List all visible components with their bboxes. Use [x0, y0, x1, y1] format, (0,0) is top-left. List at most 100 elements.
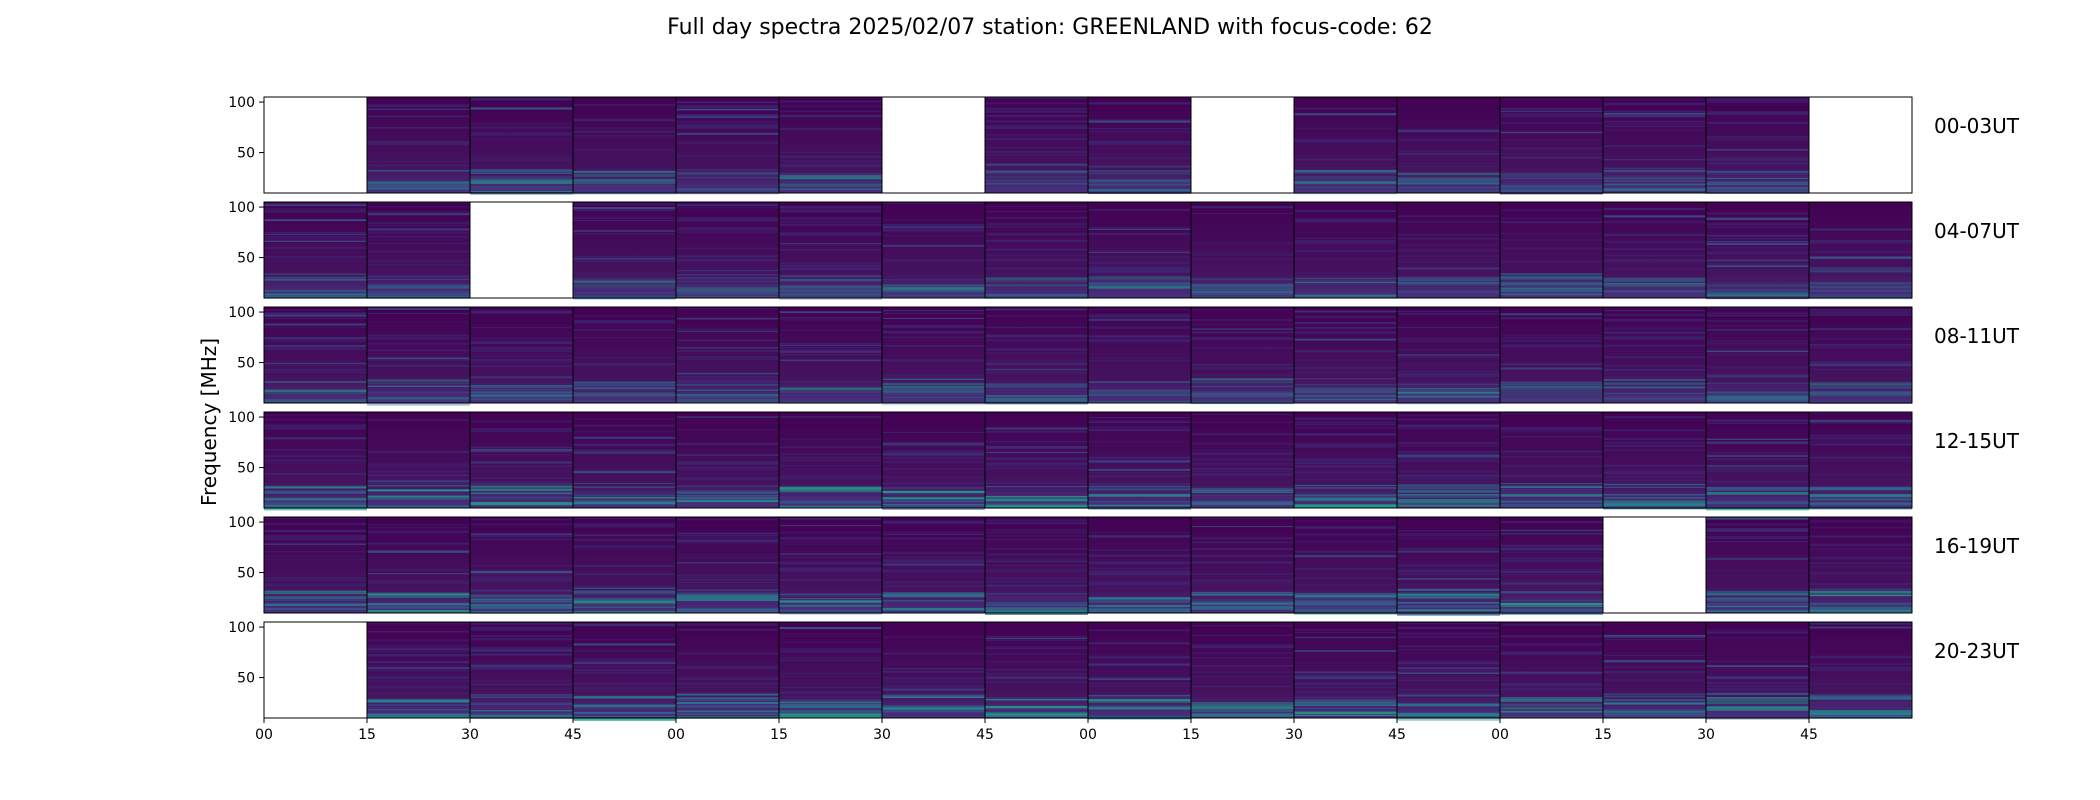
spectral-line — [1706, 138, 1809, 141]
low-freq-band — [573, 281, 676, 283]
spectral-line — [1397, 389, 1500, 391]
spectral-line — [1706, 541, 1809, 543]
panel-border — [1808, 621, 1913, 719]
low-freq-band — [470, 178, 573, 181]
spectral-line — [1397, 401, 1500, 403]
spectral-line — [985, 565, 1088, 566]
spectral-line — [676, 115, 779, 119]
spectrogram-panel — [1705, 96, 1810, 194]
spectral-line — [676, 623, 779, 626]
spectral-line — [1603, 207, 1706, 211]
spectrogram-panel — [984, 516, 1089, 615]
spectrogram-bg — [985, 97, 1088, 193]
spectral-line — [264, 543, 367, 545]
low-freq-band — [676, 171, 779, 173]
spectral-line — [1397, 267, 1500, 270]
spectrogram-panel — [881, 306, 986, 406]
spectral-line — [1397, 530, 1500, 532]
low-freq-band — [1603, 177, 1706, 180]
low-freq-band — [1809, 607, 1912, 611]
spectral-line — [1294, 322, 1397, 324]
spectrogram-panel — [469, 621, 574, 719]
spectral-line — [882, 383, 985, 385]
low-freq-band — [985, 609, 1088, 613]
spectral-line — [1294, 389, 1397, 391]
spectral-line — [470, 482, 573, 485]
spectral-line — [367, 385, 470, 387]
spectral-line — [1088, 266, 1191, 269]
low-freq-band — [573, 704, 676, 707]
spectral-line — [1397, 477, 1500, 479]
spectral-line — [985, 134, 1088, 136]
spectral-line — [985, 580, 1088, 583]
spectral-line — [779, 633, 882, 635]
spectral-line — [1809, 256, 1912, 259]
low-freq-band — [1500, 187, 1603, 189]
x-tick-label: 45 — [976, 727, 994, 743]
spectral-line — [1809, 702, 1912, 704]
spectral-line — [1294, 555, 1397, 558]
spectral-line — [1603, 283, 1706, 285]
spectrogram-bg — [1397, 622, 1500, 718]
spectral-line — [264, 551, 367, 553]
y-tick-label: 50 — [237, 671, 255, 687]
row-time-label: 08-11UT — [1934, 324, 2020, 348]
spectral-line — [1500, 689, 1603, 691]
spectral-line — [367, 419, 470, 421]
spectrogram-panel — [469, 96, 574, 195]
spectral-line — [1500, 687, 1603, 690]
low-freq-band — [1603, 699, 1706, 702]
spectral-line — [264, 459, 367, 462]
spectral-line — [367, 379, 470, 381]
spectral-line — [1294, 606, 1397, 608]
spectral-line — [1397, 279, 1500, 280]
low-freq-band — [1603, 710, 1706, 714]
spectral-line — [1603, 268, 1706, 270]
spectral-line — [779, 110, 882, 112]
spectral-line — [470, 575, 573, 577]
spectral-line — [779, 155, 882, 158]
spectral-line — [1088, 157, 1191, 160]
spectral-line — [1397, 375, 1500, 378]
spectrogram-panel — [1499, 411, 1604, 509]
spectral-line — [1088, 209, 1191, 212]
low-freq-band — [676, 494, 779, 496]
spectral-line — [367, 669, 470, 672]
spectral-line — [1294, 485, 1397, 486]
spectral-line — [1706, 455, 1809, 457]
spectral-line — [676, 665, 779, 667]
spectral-line — [1294, 462, 1397, 464]
spectral-line — [1809, 460, 1912, 462]
spectral-line — [1603, 129, 1706, 131]
spectral-line — [367, 581, 470, 584]
spectral-line — [367, 296, 470, 299]
spectrogram-bg — [1603, 622, 1706, 718]
spectrogram-panel — [1396, 516, 1501, 616]
spectral-line — [1603, 278, 1706, 281]
spectral-line — [1294, 210, 1397, 212]
spectrogram-panel — [1808, 201, 1913, 300]
spectral-line — [1603, 167, 1706, 169]
spectrogram-panel — [1602, 96, 1707, 194]
spectral-line — [985, 584, 1088, 587]
low-freq-band — [779, 502, 882, 504]
spectral-line — [985, 223, 1088, 225]
low-freq-band — [1294, 281, 1397, 283]
spectral-line — [985, 170, 1088, 172]
spectral-line — [779, 285, 882, 288]
spectral-line — [470, 428, 573, 431]
low-freq-band — [367, 713, 470, 716]
spectral-line — [985, 639, 1088, 641]
spectral-line — [882, 688, 985, 691]
spectral-line — [1191, 494, 1294, 497]
spectral-line — [573, 179, 676, 181]
low-freq-band — [573, 715, 676, 718]
spectral-line — [779, 543, 882, 545]
spectral-line — [882, 685, 985, 688]
spectral-line — [676, 677, 779, 679]
spectral-line — [882, 310, 985, 312]
spectral-line — [882, 202, 985, 204]
low-freq-band — [676, 177, 779, 179]
spectral-line — [1294, 310, 1397, 313]
spectral-line — [1397, 495, 1500, 498]
